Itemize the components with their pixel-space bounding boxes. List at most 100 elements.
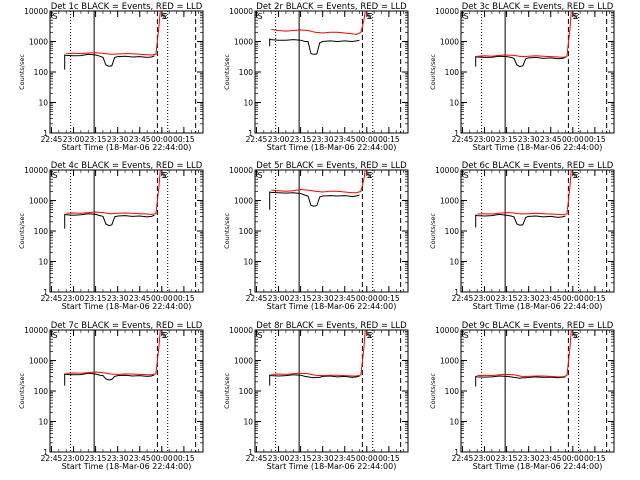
event-marker-s: S xyxy=(463,331,468,340)
x-tick-label: 22:45 xyxy=(41,135,63,144)
x-tick-label: 22:45 xyxy=(452,135,474,144)
x-tick-label: 23:00 xyxy=(63,135,85,144)
x-tick-label: 00:00 xyxy=(151,135,173,144)
x-tick-label: 00:15 xyxy=(173,454,195,463)
plot-frame xyxy=(460,329,615,453)
x-tick-label: 00:15 xyxy=(378,135,400,144)
x-tick-label: 23:15 xyxy=(85,454,107,463)
series-line-black xyxy=(64,53,155,70)
x-tick-label: 23:00 xyxy=(268,294,290,303)
x-tick-label: 23:45 xyxy=(540,135,562,144)
x-tick-label: 23:45 xyxy=(334,135,356,144)
series-line-black xyxy=(475,213,566,228)
x-tick-label: 23:30 xyxy=(518,294,540,303)
event-marker-s: S xyxy=(52,12,57,21)
plot-frame xyxy=(460,10,615,134)
x-tick-label: 22:45 xyxy=(246,135,268,144)
plot-frame xyxy=(460,169,615,293)
x-tick-label: 23:00 xyxy=(63,294,85,303)
chart-title: Det 6c BLACK = Events, RED = LLD xyxy=(462,161,614,171)
x-tick-label: 22:45 xyxy=(41,294,63,303)
y-tick-label: 1 xyxy=(454,129,459,138)
event-marker-s: S xyxy=(572,171,577,180)
y-axis-label: Counts/sec xyxy=(429,54,437,90)
event-marker-s: S xyxy=(161,12,166,21)
y-tick-label: 1000 xyxy=(440,197,459,206)
plot-frame xyxy=(254,169,409,293)
event-marker-e: E xyxy=(368,331,373,340)
chart-title: Det 8r BLACK = Events, RED = LLD xyxy=(256,321,407,331)
chart-title: Det 3c BLACK = Events, RED = LLD xyxy=(462,2,614,12)
event-marker-e: E xyxy=(368,12,373,21)
x-tick-label: 22:45 xyxy=(246,294,268,303)
event-marker-e: E xyxy=(574,12,579,21)
y-tick-label: 10000 xyxy=(435,166,459,175)
x-axis-label: Start Time (18-Mar-06 22:44:00) xyxy=(267,462,397,471)
y-tick-label: 10 xyxy=(449,418,459,427)
y-tick-label: 100 xyxy=(445,68,460,77)
x-tick-label: 23:15 xyxy=(85,294,107,303)
x-tick-label: 23:00 xyxy=(268,135,290,144)
y-tick-label: 100 xyxy=(239,68,254,77)
series-line-red xyxy=(271,169,366,194)
event-marker-s: S xyxy=(366,12,371,21)
chart-title: Det 5r BLACK = Events, RED = LLD xyxy=(256,161,407,171)
event-marker-e: E xyxy=(574,331,579,340)
y-tick-label: 1000 xyxy=(29,357,48,366)
x-tick-label: 23:15 xyxy=(290,454,312,463)
y-tick-label: 10000 xyxy=(229,7,253,16)
x-tick-label: 23:30 xyxy=(312,294,334,303)
y-tick-label: 100 xyxy=(239,227,254,236)
x-tick-label: 23:15 xyxy=(496,454,518,463)
series-line-red xyxy=(477,329,572,378)
y-axis-label: Counts/sec xyxy=(429,213,437,249)
y-tick-label: 10000 xyxy=(435,7,459,16)
x-tick-label: 23:30 xyxy=(107,454,129,463)
chart-panel-8: Det 8r BLACK = Events, RED = LLD 1 10 100 10… xyxy=(223,321,409,471)
x-tick-label: 23:45 xyxy=(540,454,562,463)
y-tick-label: 10 xyxy=(38,418,48,427)
x-axis-label: Start Time (18-Mar-06 22:44:00) xyxy=(473,302,603,311)
chart-title: Det 4c BLACK = Events, RED = LLD xyxy=(51,161,203,171)
x-tick-label: 23:30 xyxy=(312,135,334,144)
event-marker-s: S xyxy=(257,171,262,180)
x-tick-label: 23:45 xyxy=(334,294,356,303)
x-tick-label: 23:45 xyxy=(540,294,562,303)
y-tick-label: 1 xyxy=(454,288,459,297)
y-axis-label: Counts/sec xyxy=(223,373,231,409)
x-tick-label: 23:00 xyxy=(63,454,85,463)
y-tick-label: 10 xyxy=(243,258,253,267)
y-tick-label: 100 xyxy=(445,387,460,396)
y-tick-label: 10000 xyxy=(229,326,253,335)
y-tick-label: 10 xyxy=(243,418,253,427)
y-tick-label: 100 xyxy=(445,227,460,236)
x-tick-label: 23:15 xyxy=(290,135,312,144)
x-tick-label: 23:30 xyxy=(518,135,540,144)
event-marker-s: S xyxy=(463,171,468,180)
x-tick-label: 23:45 xyxy=(129,294,151,303)
series-line-black xyxy=(269,374,360,386)
x-tick-label: 00:15 xyxy=(584,294,606,303)
event-marker-s: S xyxy=(52,331,57,340)
y-tick-label: 100 xyxy=(34,387,49,396)
x-tick-label: 23:30 xyxy=(312,454,334,463)
y-axis-label: Counts/sec xyxy=(223,54,231,90)
y-tick-label: 10000 xyxy=(229,166,253,175)
chart-panel-9: Det 9c BLACK = Events, RED = LLD 1 10 100 10… xyxy=(429,321,615,471)
x-tick-label: 00:15 xyxy=(378,294,400,303)
x-tick-label: 22:45 xyxy=(246,454,268,463)
y-tick-label: 1000 xyxy=(234,197,253,206)
y-tick-label: 100 xyxy=(34,68,49,77)
y-tick-label: 1 xyxy=(248,448,253,457)
x-tick-label: 00:00 xyxy=(562,135,584,144)
y-tick-label: 1 xyxy=(43,129,48,138)
chart-title: Det 7c BLACK = Events, RED = LLD xyxy=(51,321,203,331)
x-tick-label: 23:00 xyxy=(268,454,290,463)
y-tick-label: 10 xyxy=(243,99,253,108)
y-axis-label: Counts/sec xyxy=(18,54,26,90)
y-tick-label: 10 xyxy=(38,258,48,267)
x-tick-label: 23:00 xyxy=(474,294,496,303)
series-line-red xyxy=(66,169,161,215)
x-tick-label: 00:15 xyxy=(173,135,195,144)
y-tick-label: 1 xyxy=(248,129,253,138)
